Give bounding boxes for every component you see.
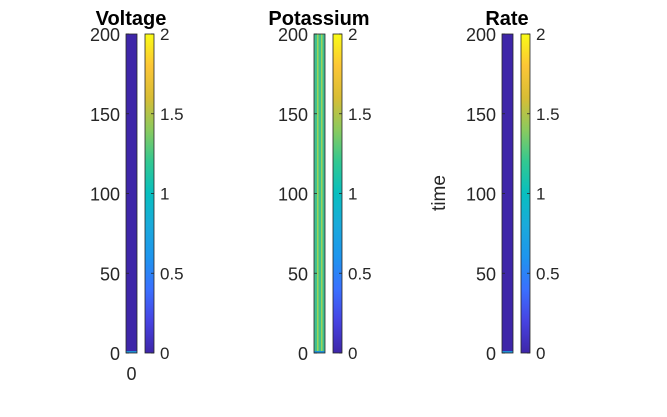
field-cell (502, 34, 513, 353)
field-stripe (317, 34, 319, 353)
field-cell (126, 34, 137, 353)
colorbar-gradient (521, 34, 530, 353)
colorbar-tick-label: 2 (536, 25, 545, 44)
y-tick-label: 50 (288, 264, 308, 284)
y-tick-label: 0 (110, 344, 120, 364)
field-bottom-row (126, 351, 137, 353)
colorbar-gradient (145, 34, 154, 353)
y-tick-label: 150 (90, 105, 120, 125)
colorbar-voltage: 0 0.5 1 1.5 2 (144, 25, 184, 363)
y-tick-label: 100 (466, 185, 496, 205)
colorbar-gradient (333, 34, 342, 353)
colorbar-tick-label: 0.5 (160, 264, 184, 283)
field-bottom-row (314, 351, 325, 353)
colorbar-tick-label: 1 (536, 185, 545, 204)
panel-title: Rate (485, 8, 528, 30)
y-tick-label: 100 (278, 185, 308, 205)
x-tick-label: 0 (126, 364, 136, 384)
colorbar-tick-label: 1 (160, 185, 169, 204)
colorbar-tick-label: 1 (348, 185, 357, 204)
colorbar-rate: 0 0.5 1 1.5 2 (520, 25, 560, 363)
y-axis-label: time (429, 175, 450, 211)
y-tick-label: 200 (466, 25, 496, 45)
colorbar-tick-label: 0.5 (536, 264, 560, 283)
x-axis-voltage: 0 (126, 364, 136, 384)
colorbar-tick-label: 0.5 (348, 264, 372, 283)
y-tick-label: 50 (100, 264, 120, 284)
panel-potassium: Potassium 0 50 100 150 200 0 0.5 1 1.5 2 (268, 8, 371, 364)
field-bottom-row (502, 351, 513, 353)
y-tick-label: 200 (90, 25, 120, 45)
colorbar-tick-label: 0 (348, 344, 357, 363)
y-tick-label: 150 (466, 105, 496, 125)
y-tick-label: 0 (486, 344, 496, 364)
y-tick-label: 200 (278, 25, 308, 45)
colorbar-potassium: 0 0.5 1 1.5 2 (332, 25, 372, 363)
colorbar-tick-label: 1.5 (160, 105, 184, 124)
y-tick-label: 0 (298, 344, 308, 364)
colorbar-tick-label: 0 (536, 344, 545, 363)
colorbar-tick-label: 2 (348, 25, 357, 44)
y-tick-label: 100 (90, 185, 120, 205)
field-stripe (321, 34, 323, 353)
y-tick-label: 150 (278, 105, 308, 125)
panel-title: Voltage (96, 8, 167, 30)
panel-voltage: Voltage 0 50 100 150 200 0 0 0.5 1 1.5 2 (90, 8, 184, 384)
y-axis-voltage: 0 50 100 150 200 (90, 25, 129, 364)
y-axis-rate: 0 50 100 150 200 (466, 25, 505, 364)
y-tick-label: 50 (476, 264, 496, 284)
panel-title: Potassium (268, 8, 369, 30)
panel-rate: Rate time 0 50 100 150 200 0 0.5 1 1.5 2 (429, 8, 560, 364)
y-axis-potassium: 0 50 100 150 200 (278, 25, 317, 364)
colorbar-tick-label: 0 (160, 344, 169, 363)
colorbar-tick-label: 1.5 (348, 105, 372, 124)
colorbar-tick-label: 2 (160, 25, 169, 44)
field-cell (314, 34, 325, 353)
colorbar-tick-label: 1.5 (536, 105, 560, 124)
